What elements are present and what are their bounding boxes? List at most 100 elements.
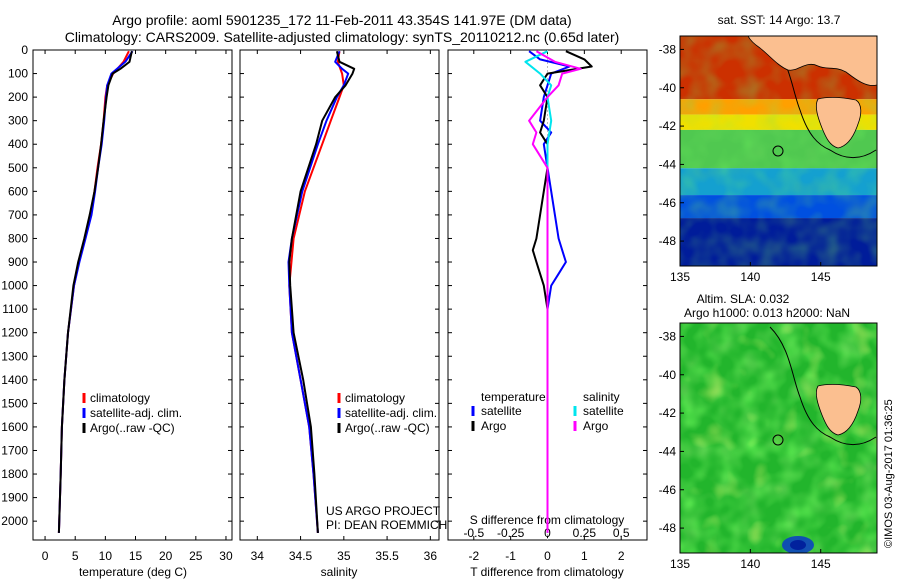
difference-x-tick-label: 0 <box>544 549 551 563</box>
argo-location-marker <box>772 145 784 157</box>
sla-lon-tick-label: 135 <box>670 557 690 571</box>
temperature-x-tick-label: 15 <box>129 549 143 563</box>
argo-location-marker <box>772 434 784 446</box>
salinity-x-tick-label: 34.5 <box>289 549 313 563</box>
sst-map-frame <box>679 35 878 267</box>
temperature-x-tick-label: 30 <box>219 549 233 563</box>
difference-series <box>524 50 593 533</box>
salinity-x-tick-label: 34 <box>251 549 265 563</box>
salinity-series <box>287 50 356 533</box>
depth-tick-label: 0 <box>21 43 28 57</box>
s-difference-tick-label: 0.25 <box>573 526 597 540</box>
salinity-xlabel: salinity <box>321 565 358 579</box>
salinity-x-tick-label: 36 <box>424 549 438 563</box>
sla-shelf-contour <box>769 326 877 445</box>
legend-label-sal-satellite: satellite <box>583 404 624 418</box>
depth-tick-label: 1000 <box>1 279 28 293</box>
salinity-x-axis: 34 34.5 35 35.5 36 <box>251 50 438 563</box>
difference-xlabel: T difference from climatology <box>470 565 624 579</box>
sst-map <box>680 36 877 266</box>
legend-label-sal-argo: Argo <box>583 419 609 433</box>
salinity-x-tick-label: 35.5 <box>375 549 399 563</box>
difference-x-tick-label: 2 <box>618 549 625 563</box>
depth-tick-label: 800 <box>8 231 28 245</box>
depth-tick-label: 100 <box>8 67 28 81</box>
sst-map-title: sat. SST: 14 Argo: 13.7 <box>718 13 841 27</box>
salinity-series-satellite-adj-clim- <box>287 50 350 533</box>
difference-legend: temperature salinity satellite Argo sate… <box>471 390 624 433</box>
sst-lon-tick-label: 135 <box>670 270 690 284</box>
s-difference-tick-label: 0 <box>544 526 551 540</box>
depth-tick-label: 1800 <box>1 467 28 481</box>
legend-label-satellite: satellite-adj. clim. <box>90 406 182 420</box>
temperature-plot-area <box>32 49 233 541</box>
depth-tick-label: 400 <box>8 137 28 151</box>
sst-shelf-contour <box>769 39 877 158</box>
sst-lat-tick-label: -44 <box>659 157 677 171</box>
sst-lat-tick-label: -48 <box>659 234 677 248</box>
depth-tick-label: 300 <box>8 114 28 128</box>
salinity-plot-area <box>239 49 440 541</box>
sst-lat-tick-label: -46 <box>659 196 677 210</box>
legend-heading-temperature: temperature <box>481 390 546 404</box>
sla-map <box>680 323 877 553</box>
sst-lon-tick-label: 145 <box>811 270 831 284</box>
difference-x-tick-label: -1 <box>505 549 516 563</box>
temperature-x-axis: 0 5 10 15 20 25 30 <box>42 50 233 563</box>
sla-lat-tick-label: -44 <box>659 444 677 458</box>
sst-lat-tick-label: -42 <box>659 119 677 133</box>
sla-lat-tick-label: -48 <box>659 521 677 535</box>
legend-label-temp-argo: Argo <box>481 419 507 433</box>
depth-tick-label: 2000 <box>1 514 28 528</box>
depth-tick-label: 600 <box>8 184 28 198</box>
sst-lat-tick-label: -38 <box>659 42 677 56</box>
sla-map-title-line1: Altim. SLA: 0.032 <box>697 292 790 306</box>
sla-tasmania <box>815 384 862 436</box>
difference-x-tick-label: -2 <box>468 549 479 563</box>
depth-tick-label: 500 <box>8 161 28 175</box>
sla-map-frame <box>679 322 878 554</box>
sla-texture-yellow <box>680 323 877 553</box>
legend-label-argo: Argo(..raw -QC) <box>345 421 430 435</box>
temperature-series-argo-raw-qc- <box>57 50 133 533</box>
difference-x-tick-label: 1 <box>581 549 588 563</box>
temperature-x-tick-label: 25 <box>189 549 203 563</box>
project-annotation: US ARGO PROJECT <box>326 504 441 518</box>
depth-tick-label: 1900 <box>1 491 28 505</box>
s-difference-tick-label: 0.5 <box>613 526 630 540</box>
legend-label-satellite: satellite-adj. clim. <box>345 406 437 420</box>
sst-lon-tick-label: 140 <box>740 270 760 284</box>
sla-lat-tick-label: -38 <box>659 329 677 343</box>
sla-lon-tick-label: 140 <box>740 557 760 571</box>
s-difference-tick-label: -0.5 <box>463 526 484 540</box>
temperature-x-tick-label: 20 <box>159 549 173 563</box>
temperature-legend: climatology satellite-adj. clim. Argo(..… <box>82 391 182 435</box>
s-difference-tick-label: -0.25 <box>497 526 525 540</box>
depth-tick-label: 1300 <box>1 349 28 363</box>
legend-label-climatology: climatology <box>90 391 150 405</box>
depth-tick-label: 1100 <box>2 302 28 316</box>
legend-heading-salinity: salinity <box>583 390 620 404</box>
salinity-x-tick-label: 35 <box>337 549 351 563</box>
sst-map-axes: -38 -40 -42 -44 -46 -48 135 140 145 <box>659 42 831 284</box>
pi-annotation: PI: DEAN ROEMMICH <box>326 518 447 532</box>
depth-tick-label: 1600 <box>1 420 28 434</box>
difference-series-salinity-argo <box>528 50 582 533</box>
legend-label-temp-satellite: satellite <box>481 404 522 418</box>
temperature-series <box>57 50 134 533</box>
sst-texture <box>680 36 877 266</box>
depth-tick-label: 700 <box>8 208 28 222</box>
figure-title-line1: Argo profile: aoml 5901235_172 11-Feb-20… <box>112 12 571 28</box>
temperature-x-tick-label: 5 <box>72 549 79 563</box>
sla-map-axes: -38 -40 -42 -44 -46 -48 135 140 145 <box>659 329 831 571</box>
legend-label-argo: Argo(..raw -QC) <box>90 421 175 435</box>
depth-tick-label: 1200 <box>1 326 28 340</box>
sst-lat-tick-label: -40 <box>659 81 677 95</box>
depth-axis: 0 100 200 300 400 500 600 700 800 900 1000 1100 1200… <box>1 43 647 528</box>
temperature-x-tick-label: 10 <box>99 549 113 563</box>
legend-label-climatology: climatology <box>345 391 405 405</box>
sla-map-title-line2: Argo h1000: 0.013 h2000: NaN <box>684 306 850 320</box>
depth-tick-label: 1700 <box>1 443 28 457</box>
salinity-series-argo-raw-qc- <box>288 50 356 533</box>
